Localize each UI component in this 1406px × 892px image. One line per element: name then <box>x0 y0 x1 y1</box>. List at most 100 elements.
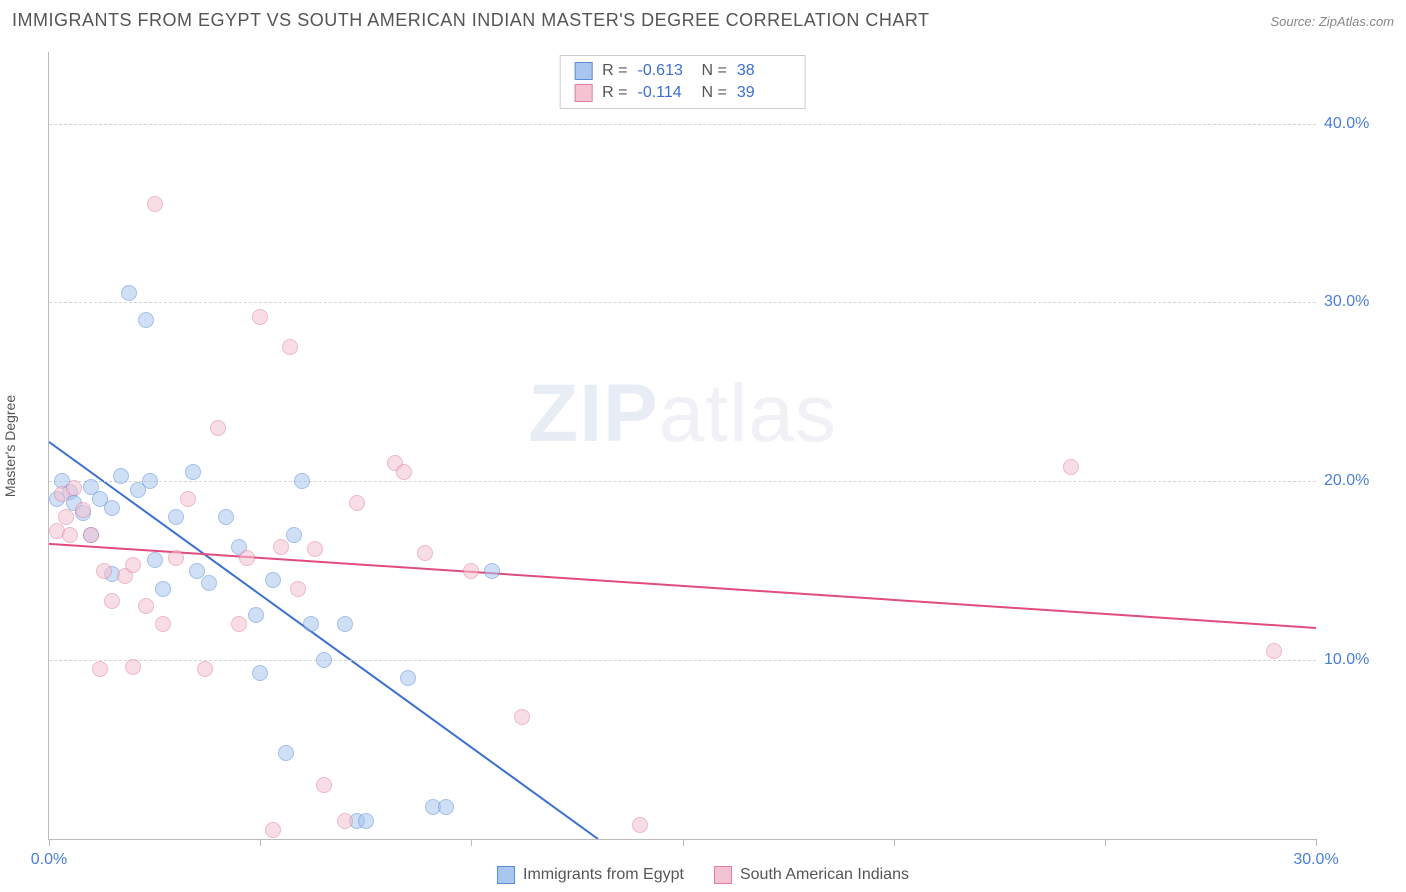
gridline-h <box>49 660 1316 661</box>
legend-n-value: 39 <box>737 84 791 102</box>
scatter-point <box>282 339 298 355</box>
scatter-point <box>252 665 268 681</box>
y-tick-label: 40.0% <box>1324 115 1394 133</box>
scatter-point <box>75 502 91 518</box>
legend-swatch <box>574 62 592 80</box>
y-tick-label: 20.0% <box>1324 472 1394 490</box>
scatter-point <box>316 777 332 793</box>
scatter-point <box>514 709 530 725</box>
scatter-point <box>138 598 154 614</box>
scatter-point <box>417 545 433 561</box>
scatter-point <box>147 552 163 568</box>
scatter-point <box>337 616 353 632</box>
scatter-point <box>201 575 217 591</box>
scatter-point <box>66 480 82 496</box>
legend-r-value: -0.613 <box>638 62 692 80</box>
scatter-point <box>168 550 184 566</box>
scatter-point <box>142 473 158 489</box>
legend-n-value: 38 <box>737 62 791 80</box>
scatter-point <box>248 607 264 623</box>
scatter-point <box>265 572 281 588</box>
scatter-point <box>1266 643 1282 659</box>
x-tick <box>683 839 684 846</box>
scatter-point <box>210 420 226 436</box>
legend-swatch <box>497 866 515 884</box>
x-tick <box>1105 839 1106 846</box>
scatter-point <box>168 509 184 525</box>
legend-item: Immigrants from Egypt <box>497 866 684 884</box>
x-tick-label: 0.0% <box>31 851 67 869</box>
x-tick <box>260 839 261 846</box>
legend-r-label: R = <box>602 84 627 102</box>
scatter-point <box>1063 459 1079 475</box>
scatter-point <box>400 670 416 686</box>
gridline-h <box>49 124 1316 125</box>
scatter-point <box>273 539 289 555</box>
scatter-point <box>197 661 213 677</box>
series-legend: Immigrants from Egypt South American Indi… <box>497 866 909 884</box>
scatter-point <box>113 468 129 484</box>
scatter-point <box>396 464 412 480</box>
scatter-point <box>278 745 294 761</box>
scatter-point <box>58 509 74 525</box>
legend-row: R = -0.613 N = 38 <box>574 60 791 82</box>
scatter-point <box>189 563 205 579</box>
y-axis-label: Master's Degree <box>2 395 18 497</box>
watermark: ZIPatlas <box>528 367 837 461</box>
chart-title: IMMIGRANTS FROM EGYPT VS SOUTH AMERICAN … <box>12 10 930 31</box>
scatter-point <box>286 527 302 543</box>
scatter-point <box>62 527 78 543</box>
x-tick <box>49 839 50 846</box>
scatter-point <box>185 464 201 480</box>
x-tick-label: 30.0% <box>1293 851 1338 869</box>
x-tick <box>1316 839 1317 846</box>
scatter-point <box>307 541 323 557</box>
scatter-point <box>349 495 365 511</box>
scatter-point <box>92 661 108 677</box>
scatter-point <box>96 563 112 579</box>
correlation-legend: R = -0.613 N = 38 R = -0.114 N = 39 <box>559 55 806 109</box>
legend-series-name: Immigrants from Egypt <box>523 866 684 884</box>
scatter-point <box>83 527 99 543</box>
scatter-point <box>104 593 120 609</box>
scatter-point <box>155 581 171 597</box>
scatter-point <box>121 285 137 301</box>
gridline-h <box>49 302 1316 303</box>
scatter-point <box>438 799 454 815</box>
legend-item: South American Indians <box>714 866 909 884</box>
scatter-point <box>358 813 374 829</box>
scatter-chart: ZIPatlas R =-0.613N =38R =-0.114N =39 10… <box>48 52 1316 840</box>
y-tick-label: 30.0% <box>1324 293 1394 311</box>
scatter-point <box>290 581 306 597</box>
legend-row: R = -0.114 N = 39 <box>574 82 791 104</box>
scatter-point <box>294 473 310 489</box>
scatter-point <box>155 616 171 632</box>
legend-swatch <box>714 866 732 884</box>
scatter-point <box>125 557 141 573</box>
chart-header: IMMIGRANTS FROM EGYPT VS SOUTH AMERICAN … <box>12 10 1394 31</box>
scatter-point <box>218 509 234 525</box>
y-tick-label: 10.0% <box>1324 651 1394 669</box>
legend-swatch <box>574 84 592 102</box>
scatter-point <box>138 312 154 328</box>
source-label: Source: ZipAtlas.com <box>1270 14 1394 29</box>
scatter-point <box>252 309 268 325</box>
scatter-point <box>231 616 247 632</box>
scatter-point <box>265 822 281 838</box>
scatter-point <box>484 563 500 579</box>
x-tick <box>894 839 895 846</box>
legend-r-value: -0.114 <box>638 84 692 102</box>
scatter-point <box>125 659 141 675</box>
legend-series-name: South American Indians <box>740 866 909 884</box>
legend-n-label: N = <box>702 62 727 80</box>
scatter-point <box>463 563 479 579</box>
scatter-point <box>147 196 163 212</box>
scatter-point <box>180 491 196 507</box>
scatter-point <box>303 616 319 632</box>
legend-n-label: N = <box>702 84 727 102</box>
trend-lines <box>49 52 1316 839</box>
scatter-point <box>316 652 332 668</box>
legend-r-label: R = <box>602 62 627 80</box>
scatter-point <box>104 500 120 516</box>
gridline-h <box>49 481 1316 482</box>
